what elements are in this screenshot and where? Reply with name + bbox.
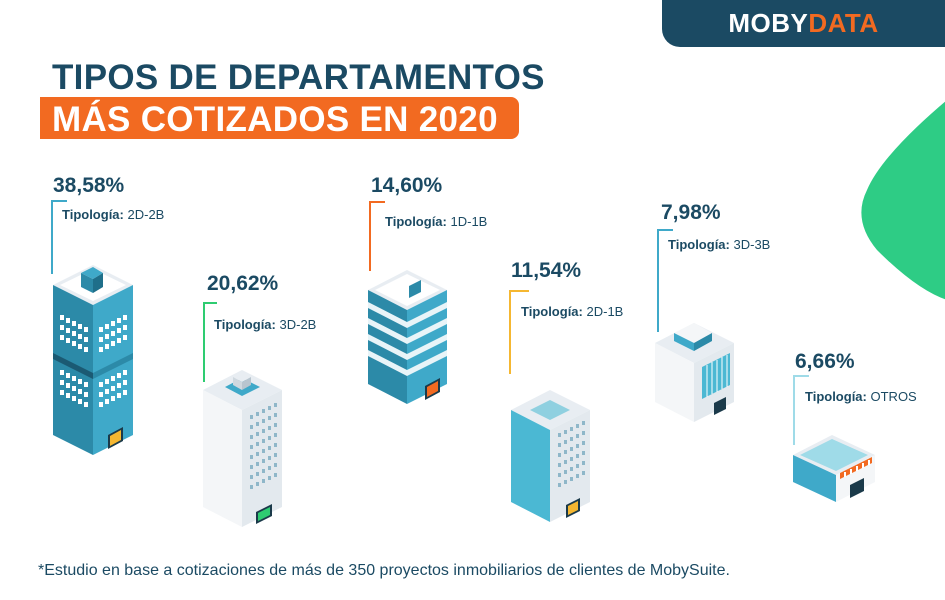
tipologia-label: Tipología: [668, 237, 730, 252]
callout-tick-2d-2b [51, 200, 67, 202]
tipologia-value-3d-3b: 3D-3B [733, 237, 771, 252]
callout-line-3d-3b [657, 229, 659, 332]
tipologia-2d-2b: Tipología: 2D-2B [62, 207, 164, 222]
tipologia-label: Tipología: [521, 304, 583, 319]
callout-line-otros [793, 375, 795, 445]
tipologia-2d-1b: Tipología: 2D-1B [521, 304, 623, 319]
tipologia-label: Tipología: [62, 207, 124, 222]
title-line-2: MÁS COTIZADOS EN 2020 [52, 100, 498, 139]
tipologia-3d-3b: Tipología: 3D-3B [668, 237, 770, 252]
callout-tick-3d-3b [657, 229, 673, 231]
title-line-1: TIPOS DE DEPARTAMENTOS [52, 58, 545, 97]
tipologia-1d-1b: Tipología: 1D-1B [385, 214, 487, 229]
callout-tick-otros [793, 375, 809, 377]
tipologia-value-3d-2b: 3D-2B [279, 317, 317, 332]
callout-line-3d-2b [203, 302, 205, 382]
percent-3d-3b: 7,98% [661, 201, 721, 224]
footnote: *Estudio en base a cotizaciones de más d… [38, 562, 730, 579]
tipologia-otros: Tipología: OTROS [805, 389, 917, 404]
tipologia-label: Tipología: [805, 389, 867, 404]
tipologia-value-2d-1b: 2D-1B [586, 304, 624, 319]
building-icon-striped [368, 270, 447, 404]
building-icon-white [203, 370, 282, 527]
tipologia-value-otros: OTROS [870, 389, 917, 404]
tipologia-3d-2b: Tipología: 3D-2B [214, 317, 316, 332]
percent-2d-2b: 38,58% [53, 174, 125, 197]
building-icon-tall [53, 265, 133, 455]
green-accent-shape [861, 101, 945, 300]
brand-logo-data: DATA [808, 8, 879, 38]
tipologia-value-1d-1b: 1D-1B [450, 214, 488, 229]
percent-2d-1b: 11,54% [511, 259, 582, 282]
tipologia-label: Tipología: [214, 317, 276, 332]
callout-tick-3d-2b [203, 302, 217, 304]
brand-logo: MOBY DATA [662, 0, 945, 47]
tipologia-value-2d-2b: 2D-2B [127, 207, 165, 222]
callout-tick-2d-1b [509, 290, 529, 292]
percent-3d-2b: 20,62% [207, 272, 279, 295]
building-icon-low [793, 435, 875, 502]
percent-otros: 6,66% [795, 350, 855, 373]
tipologia-label: Tipología: [385, 214, 447, 229]
building-icon-small [655, 323, 734, 422]
callout-line-1d-1b [369, 201, 371, 271]
title-line-2-banner: MÁS COTIZADOS EN 2020 [40, 97, 519, 139]
callout-line-2d-2b [51, 200, 53, 274]
building-icon-blue [511, 390, 590, 522]
callout-tick-1d-1b [369, 201, 385, 203]
percent-1d-1b: 14,60% [371, 174, 443, 197]
brand-logo-moby: MOBY [728, 8, 809, 38]
callout-line-2d-1b [509, 290, 511, 374]
